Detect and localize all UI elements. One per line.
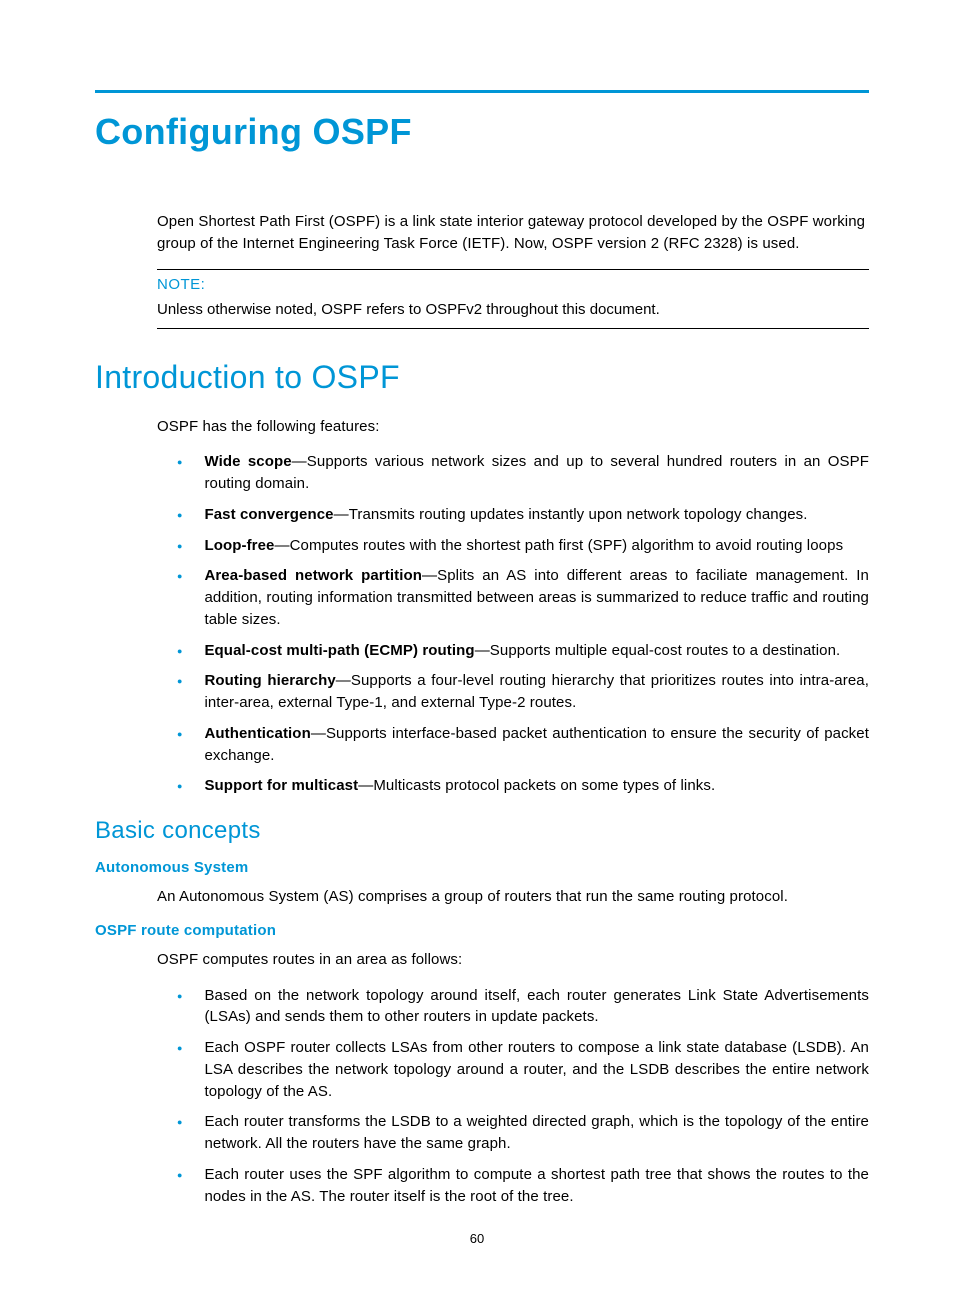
bullet-icon: ● — [177, 991, 182, 1029]
feature-item: ● Loop-free—Computes routes with the shor… — [157, 535, 869, 557]
heading-route-computation: OSPF route computation — [95, 922, 869, 939]
bullet-icon: ● — [177, 1170, 182, 1208]
route-step-item: ● Each router uses the SPF algorithm to c… — [157, 1164, 869, 1208]
feature-item: ● Fast convergence—Transmits routing upda… — [157, 504, 869, 526]
bullet-icon: ● — [177, 457, 182, 495]
intro-paragraph: Open Shortest Path First (OSPF) is a lin… — [157, 211, 869, 255]
features-list: ● Wide scope—Supports various network siz… — [157, 451, 869, 797]
feature-text: Support for multicast—Multicasts protoco… — [204, 775, 869, 797]
feature-term: Support for multicast — [204, 777, 358, 794]
route-step-item: ● Each OSPF router collects LSAs from oth… — [157, 1037, 869, 1102]
bullet-icon: ● — [177, 1043, 182, 1102]
route-step-item: ● Based on the network topology around it… — [157, 985, 869, 1029]
bullet-icon: ● — [177, 781, 182, 797]
note-text: Unless otherwise noted, OSPF refers to O… — [157, 299, 869, 320]
top-rule — [95, 90, 869, 93]
feature-text: Authentication—Supports interface-based … — [204, 723, 869, 767]
bullet-icon: ● — [177, 571, 182, 630]
features-lead: OSPF has the following features: — [157, 416, 869, 438]
route-lead: OSPF computes routes in an area as follo… — [157, 949, 869, 971]
feature-term: Wide scope — [204, 453, 291, 470]
note-box: NOTE: Unless otherwise noted, OSPF refer… — [157, 269, 869, 329]
feature-term: Area-based network partition — [204, 567, 422, 584]
heading-basic-concepts: Basic concepts — [95, 817, 869, 845]
route-step-text: Based on the network topology around its… — [204, 985, 869, 1029]
bullet-icon: ● — [177, 646, 182, 662]
page-number: 60 — [0, 1231, 954, 1246]
feature-text: Area-based network partition—Splits an A… — [204, 565, 869, 630]
feature-item: ● Support for multicast—Multicasts protoc… — [157, 775, 869, 797]
feature-term: Authentication — [204, 725, 310, 742]
feature-term: Routing hierarchy — [204, 672, 335, 689]
note-label: NOTE: — [157, 276, 869, 293]
feature-text: Fast convergence—Transmits routing updat… — [204, 504, 869, 526]
feature-text: Loop-free—Computes routes with the short… — [204, 535, 869, 557]
feature-item: ● Routing hierarchy—Supports a four-level… — [157, 670, 869, 714]
as-text: An Autonomous System (AS) comprises a gr… — [157, 886, 869, 908]
route-step-text: Each router transforms the LSDB to a wei… — [204, 1111, 869, 1155]
feature-text: Routing hierarchy—Supports a four-level … — [204, 670, 869, 714]
bullet-icon: ● — [177, 541, 182, 557]
page-title: Configuring OSPF — [95, 111, 869, 153]
bullet-icon: ● — [177, 510, 182, 526]
feature-desc: —Multicasts protocol packets on some typ… — [358, 777, 715, 794]
bullet-icon: ● — [177, 1117, 182, 1155]
bullet-icon: ● — [177, 729, 182, 767]
feature-text: Equal-cost multi-path (ECMP) routing—Sup… — [204, 640, 869, 662]
heading-autonomous-system: Autonomous System — [95, 859, 869, 876]
bullet-icon: ● — [177, 676, 182, 714]
feature-text: Wide scope—Supports various network size… — [204, 451, 869, 495]
feature-desc: —Transmits routing updates instantly upo… — [334, 506, 808, 523]
feature-desc: —Computes routes with the shortest path … — [275, 537, 844, 554]
feature-item: ● Wide scope—Supports various network siz… — [157, 451, 869, 495]
route-step-text: Each OSPF router collects LSAs from othe… — [204, 1037, 869, 1102]
route-step-item: ● Each router transforms the LSDB to a we… — [157, 1111, 869, 1155]
feature-desc: —Supports multiple equal-cost routes to … — [475, 642, 841, 659]
feature-item: ● Area-based network partition—Splits an … — [157, 565, 869, 630]
route-steps-list: ● Based on the network topology around it… — [157, 985, 869, 1208]
heading-introduction: Introduction to OSPF — [95, 359, 869, 396]
feature-item: ● Authentication—Supports interface-based… — [157, 723, 869, 767]
feature-term: Loop-free — [204, 537, 274, 554]
feature-term: Equal-cost multi-path (ECMP) routing — [204, 642, 474, 659]
route-step-text: Each router uses the SPF algorithm to co… — [204, 1164, 869, 1208]
feature-desc: —Supports various network sizes and up t… — [204, 453, 869, 492]
feature-term: Fast convergence — [204, 506, 333, 523]
feature-item: ● Equal-cost multi-path (ECMP) routing—Su… — [157, 640, 869, 662]
